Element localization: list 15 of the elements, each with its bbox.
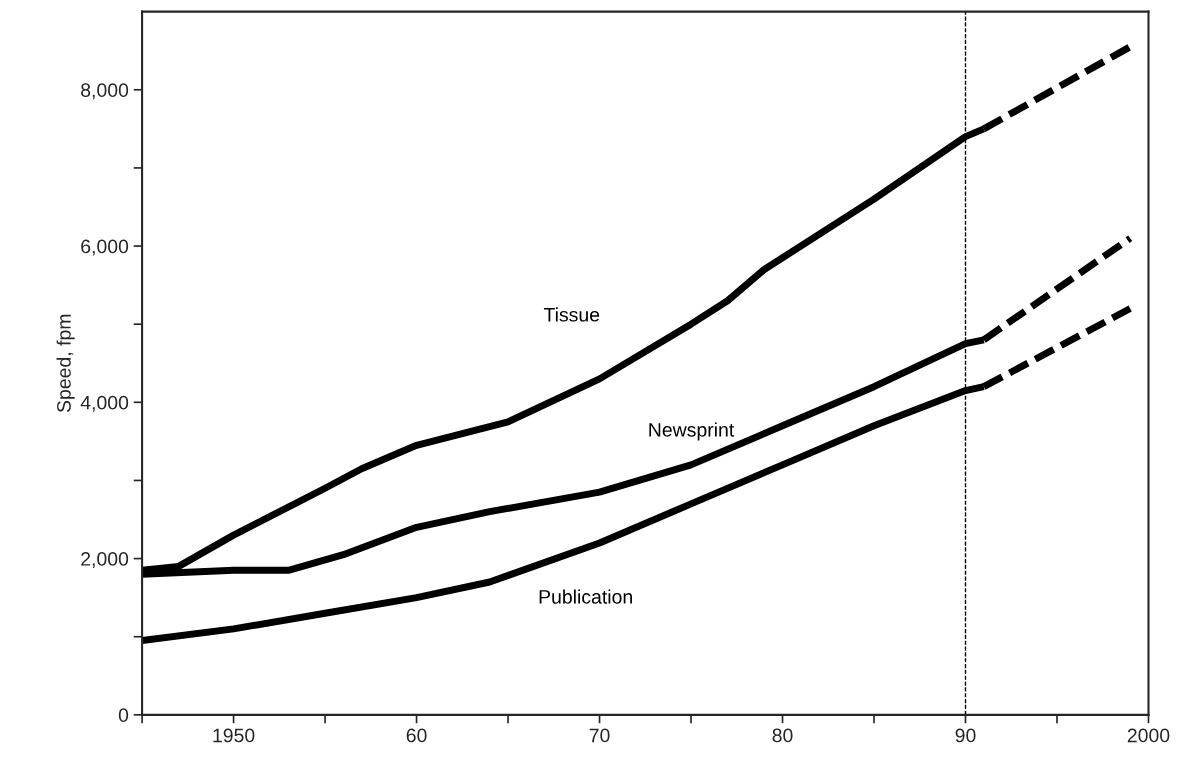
x-tick-label: 70: [589, 728, 610, 743]
x-tick-label: 60: [406, 728, 427, 743]
series-label: Publication: [539, 589, 632, 604]
y-tick-label: 8,000: [81, 83, 129, 100]
x-tick-label: 80: [772, 728, 793, 743]
y-axis-title: Speed, fpm: [56, 314, 75, 413]
x-tick-label: 2000: [1127, 728, 1170, 743]
series-label: Newsprint: [649, 422, 735, 441]
y-tick-label: 6,000: [81, 239, 129, 256]
y-tick-label: 0: [118, 708, 129, 723]
y-tick-label: 2,000: [81, 552, 129, 569]
x-tick-label: 1950: [213, 728, 255, 743]
y-tick-label: 4,000: [80, 395, 129, 412]
x-tick-label: 90: [955, 728, 976, 743]
text: Tissue: [543, 307, 600, 322]
